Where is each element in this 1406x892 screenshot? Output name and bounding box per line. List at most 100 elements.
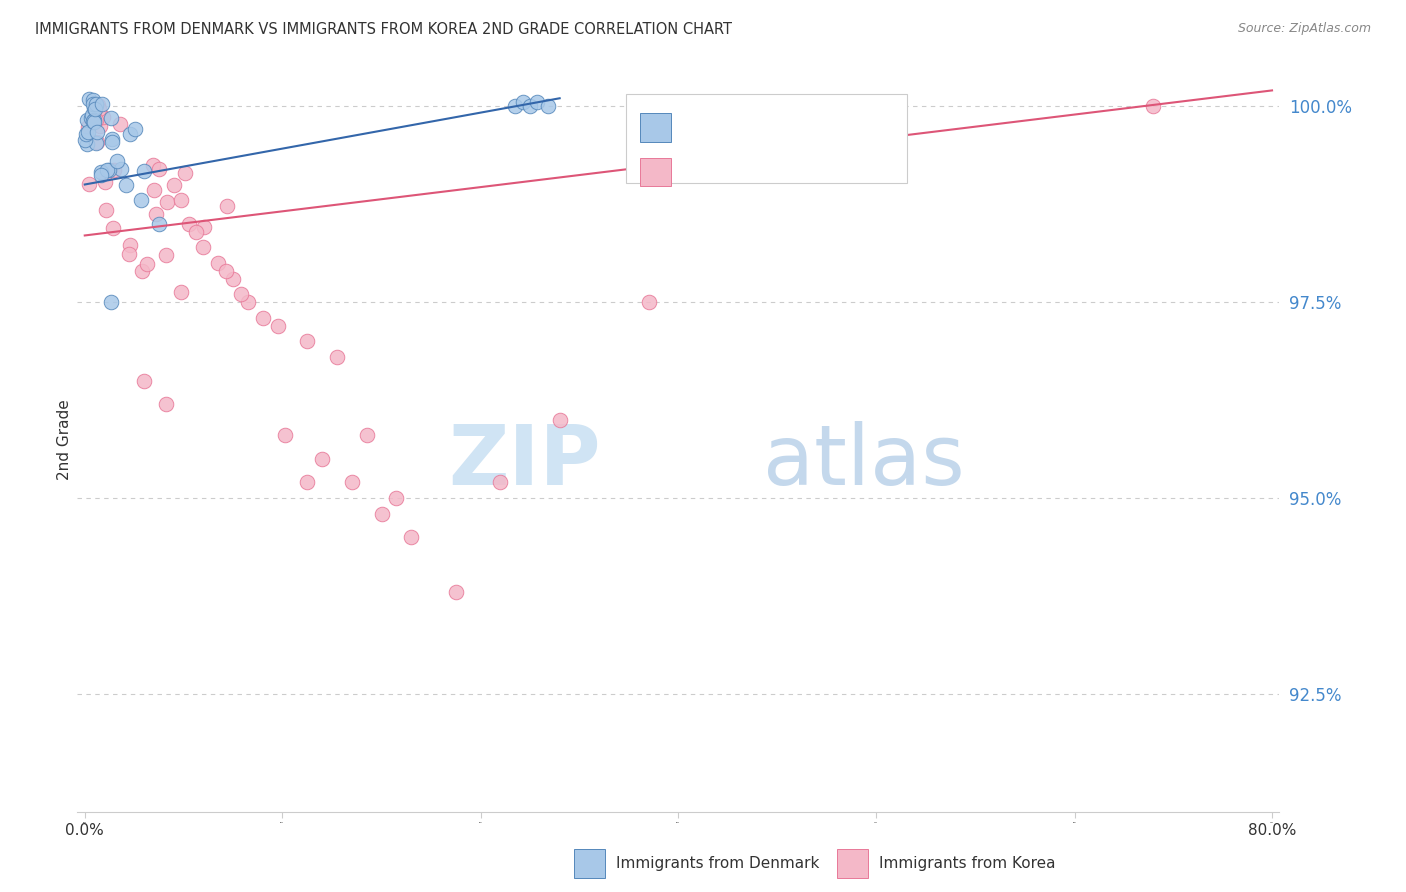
Text: Immigrants from Denmark: Immigrants from Denmark [616, 856, 820, 871]
Point [91, 97, 114, 112]
Point [115, 178, 138, 192]
Point [107, 153, 129, 168]
Point [156, 194, 179, 209]
Point [370, 507, 392, 521]
Point [76, 136, 98, 151]
Point [76, 113, 98, 128]
Point [76, 120, 98, 135]
Point [274, 428, 297, 442]
Point [82, 93, 104, 107]
Point [131, 264, 153, 278]
Text: 39: 39 [821, 120, 844, 135]
Point [90, 169, 112, 183]
Text: Source: ZipAtlas.com: Source: ZipAtlas.com [1237, 22, 1371, 36]
Point [84, 97, 107, 112]
Point [155, 397, 177, 411]
Point [84, 102, 107, 116]
Point [83, 112, 105, 127]
Point [103, 163, 125, 178]
Point [340, 475, 363, 490]
Text: 0.421: 0.421 [727, 120, 778, 135]
Point [163, 178, 186, 192]
Point [75, 127, 97, 141]
Point [77, 178, 100, 192]
Point [80, 112, 103, 126]
Point [222, 271, 245, 285]
Point [170, 285, 193, 299]
Point [148, 217, 170, 231]
Point [267, 318, 290, 333]
Point [1142, 99, 1164, 113]
Point [86, 97, 108, 112]
Point [83, 101, 105, 115]
Text: 80.0%: 80.0% [1249, 823, 1296, 838]
Point [100, 131, 122, 145]
Point [173, 166, 195, 180]
Point [84, 113, 107, 128]
Point [252, 310, 274, 325]
Point [118, 237, 141, 252]
Point [89, 119, 111, 133]
Point [118, 127, 141, 141]
Point [526, 95, 548, 110]
Text: N =: N = [779, 165, 825, 179]
Text: 0.301: 0.301 [727, 165, 778, 179]
Point [86, 135, 108, 149]
Point [84, 97, 107, 112]
Point [80, 108, 103, 122]
Point [129, 193, 152, 207]
Point [97, 163, 120, 178]
Point [548, 413, 571, 427]
Point [236, 295, 259, 310]
Point [401, 530, 423, 544]
Point [229, 287, 252, 301]
Point [101, 136, 124, 150]
Point [489, 475, 512, 490]
Point [311, 451, 333, 466]
Point [101, 220, 124, 235]
Point [326, 350, 349, 364]
Point [100, 295, 122, 310]
Point [110, 117, 132, 131]
Point [86, 125, 108, 139]
Point [96, 203, 118, 218]
Point [77, 92, 100, 106]
Point [132, 163, 155, 178]
Point [93, 175, 115, 189]
Text: 0.0%: 0.0% [65, 823, 104, 838]
Point [155, 247, 177, 261]
Point [177, 217, 200, 231]
Point [217, 199, 239, 213]
Text: R =: R = [685, 120, 720, 135]
Point [91, 110, 114, 124]
Point [124, 121, 146, 136]
Point [142, 183, 165, 197]
Text: 64: 64 [821, 165, 844, 179]
Point [184, 225, 207, 239]
Point [110, 162, 132, 177]
Text: ZIP: ZIP [447, 421, 600, 502]
Point [148, 161, 170, 176]
Point [87, 103, 110, 117]
Text: IMMIGRANTS FROM DENMARK VS IMMIGRANTS FROM KOREA 2ND GRADE CORRELATION CHART: IMMIGRANTS FROM DENMARK VS IMMIGRANTS FR… [35, 22, 733, 37]
Point [82, 96, 104, 111]
Point [503, 99, 526, 113]
Point [170, 193, 193, 207]
Point [84, 136, 107, 150]
Point [135, 257, 157, 271]
Point [82, 114, 104, 128]
Point [142, 158, 165, 172]
Point [297, 334, 319, 349]
Point [145, 207, 167, 221]
Point [132, 374, 156, 388]
Point [207, 256, 229, 270]
Point [537, 99, 560, 113]
Point [297, 475, 319, 490]
Point [118, 247, 141, 261]
Y-axis label: 2nd Grade: 2nd Grade [56, 399, 72, 480]
Point [637, 295, 659, 310]
Point [83, 115, 105, 129]
Point [100, 112, 122, 126]
Point [193, 220, 215, 235]
Point [385, 491, 408, 505]
